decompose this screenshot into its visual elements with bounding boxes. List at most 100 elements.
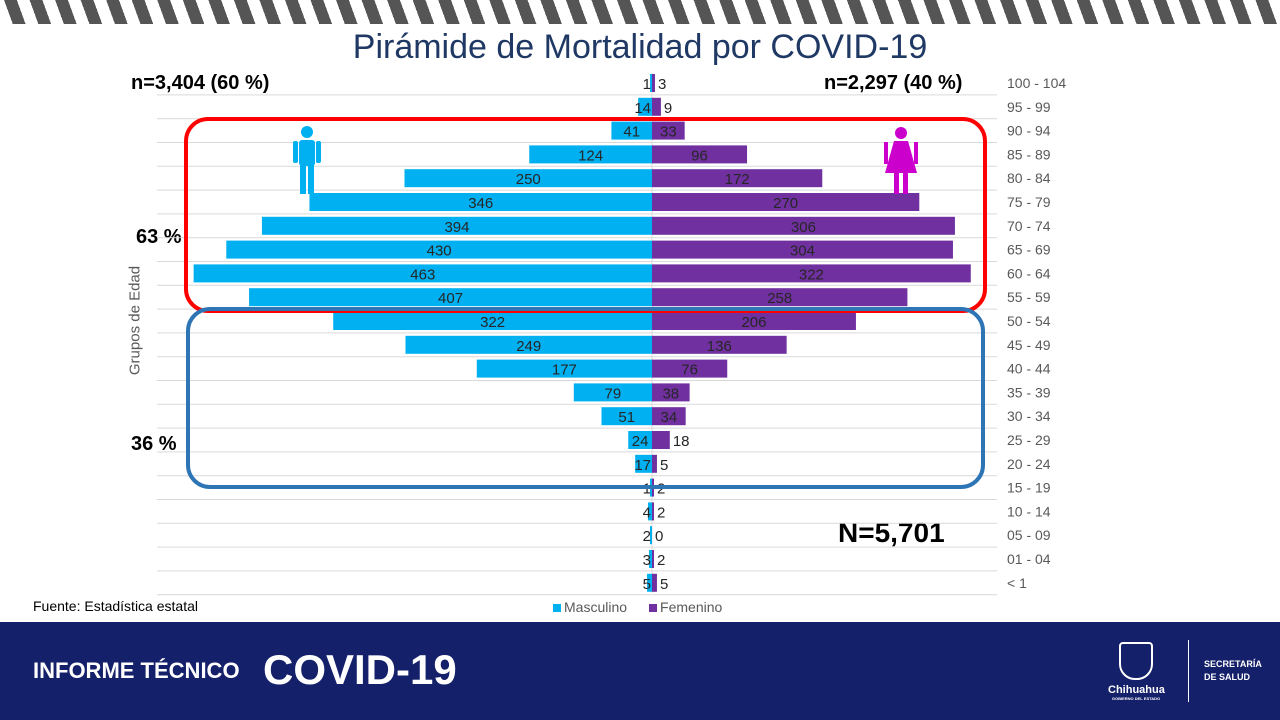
male-bar [648,502,652,521]
male-bar [529,145,652,164]
male-bar [601,407,652,426]
age-tick-label: 45 - 49 [1007,337,1051,353]
female-value-label: 304 [790,243,815,260]
secretaria-logo: SECRETARÍA DE SALUD [1204,658,1262,684]
female-bar [652,431,670,449]
male-value-label: 14 [634,100,651,117]
grand-total: N=5,701 [838,517,945,548]
legend-female: Femenino [649,599,722,615]
logo-subtext: GOBIERNO DEL ESTADO [1111,696,1161,701]
male-bar [628,431,652,449]
legend-male: Masculino [553,599,627,615]
male-bar [309,193,652,211]
age-tick-label: 01 - 04 [1007,551,1051,567]
age-tick-label: 15 - 19 [1007,480,1051,496]
male-bar [638,97,652,116]
male-value-label: 346 [468,195,493,212]
female-value-label: 172 [725,171,750,188]
age-tick-label: 60 - 64 [1007,265,1051,281]
female-value-label: 76 [681,362,698,379]
male-icon [293,126,321,194]
female-bar [652,216,955,235]
female-value-label: 136 [707,338,732,355]
female-bar [652,145,748,164]
female-value-label: 322 [799,266,824,283]
age-tick-label: 50 - 54 [1007,313,1051,329]
male-bar [650,526,652,545]
male-value-label: 17 [634,457,651,474]
male-value-label: 2 [643,528,651,545]
male-value-label: 24 [632,433,649,450]
legend: Masculino Femenino [553,599,722,615]
sec-line1: SECRETARÍA [1204,659,1262,669]
female-bar [652,359,728,378]
female-bar [652,407,686,426]
chihuahua-logo: Chihuahua GOBIERNO DEL ESTADO [1108,642,1165,701]
male-bar [226,240,653,259]
age-tick-label: 30 - 34 [1007,408,1051,424]
female-bar [652,121,685,140]
female-value-label: 38 [662,385,679,402]
male-value-label: 51 [618,409,635,426]
female-value-label: 5 [660,576,668,593]
age-tick-label: < 1 [1007,575,1027,591]
age-tick-label: 85 - 89 [1007,146,1051,162]
female-value-label: 9 [664,100,672,117]
male-bar [333,312,652,330]
female-bar [652,573,657,592]
male-value-label: 3 [643,552,651,569]
male-value-label: 4 [643,504,651,521]
female-bar [652,288,908,307]
male-bar [573,383,652,402]
footer-report-label: INFORME TÉCNICO [33,658,240,683]
female-bar [652,97,661,116]
age-tick-label: 95 - 99 [1007,99,1051,115]
male-value-label: 463 [410,266,435,283]
female-value-label: 34 [660,409,677,426]
male-value-label: 177 [552,362,577,379]
female-value-label: 270 [773,195,798,212]
female-value-label: 2 [657,504,665,521]
male-bar [261,216,652,235]
male-value-label: 430 [427,243,452,260]
female-value-label: 33 [660,124,677,141]
striped-header-band [0,0,1280,24]
female-total: n=2,297 (40 %) [824,72,963,94]
footer-banner: INFORME TÉCNICO COVID-19 Chihuahua GOBIE… [0,622,1280,720]
male-bar [649,550,652,568]
age-tick-label: 05 - 09 [1007,527,1051,543]
age-tick-label: 100 - 104 [1007,75,1066,91]
male-value-label: 407 [438,290,463,307]
female-bar [652,383,690,402]
male-bar [405,335,652,354]
female-value-label: 306 [791,219,816,236]
seal-icon [1119,642,1153,680]
age-tick-label: 20 - 24 [1007,456,1051,472]
male-value-label: 394 [444,219,469,236]
sec-line2: DE SALUD [1204,672,1251,682]
age-tick-label: 25 - 29 [1007,432,1051,448]
female-bar [652,454,657,473]
age-tick-label: 75 - 79 [1007,194,1051,210]
legend-male-label: Masculino [564,599,628,615]
male-bar [635,454,652,473]
female-bar [652,169,823,188]
source-note: Fuente: Estadística estatal [33,598,198,614]
female-value-label: 206 [741,314,766,331]
male-bar [650,74,652,92]
age-tick-label: 55 - 59 [1007,289,1051,305]
lower-percent: 36 % [131,433,177,455]
female-value-label: 5 [660,457,668,474]
legend-female-label: Femenino [660,599,723,615]
upper-percent: 63 % [136,226,182,248]
age-tick-label: 10 - 14 [1007,503,1051,519]
male-value-label: 79 [605,385,622,402]
female-icon [884,127,918,194]
female-value-label: 2 [657,552,665,569]
male-value-label: 322 [480,314,505,331]
male-bar [476,359,652,378]
female-bar [652,502,654,521]
lower-age-box [186,307,985,489]
male-value-label: 1 [643,481,651,498]
